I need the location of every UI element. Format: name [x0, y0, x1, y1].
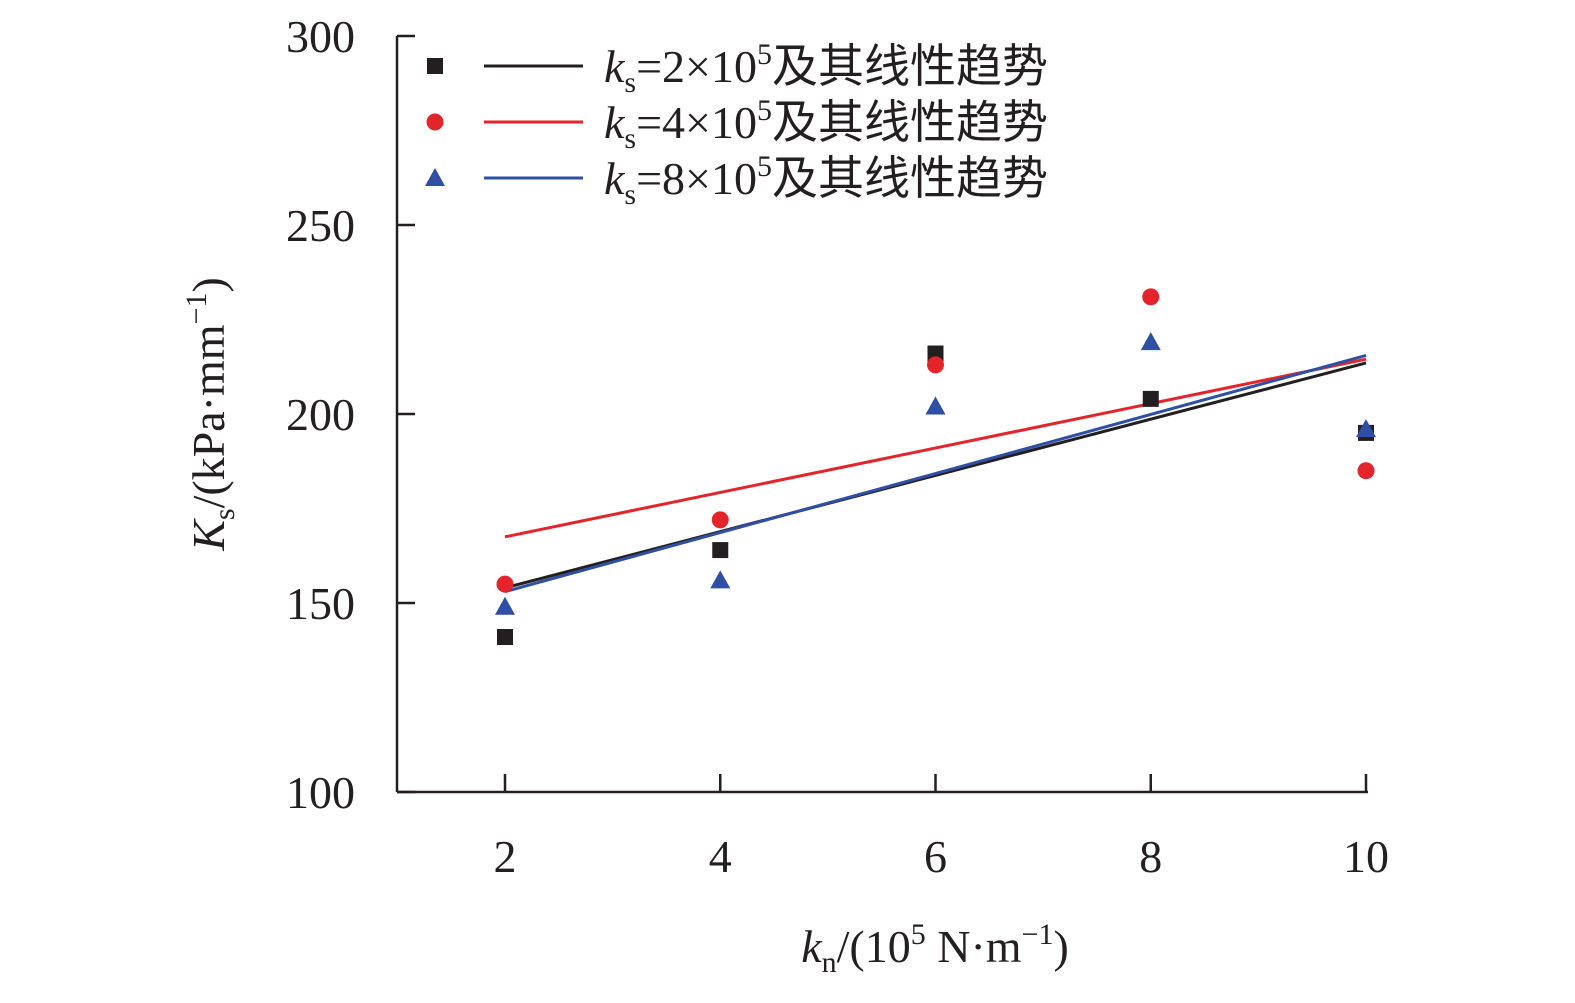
data-point-s3-2 — [710, 570, 731, 589]
y-tick-label: 150 — [286, 578, 355, 629]
y-tick-label: 200 — [286, 389, 355, 440]
x-tick-label: 10 — [1343, 831, 1389, 882]
trend-line-1 — [504, 361, 1367, 590]
data-point-s3-4 — [1140, 332, 1161, 351]
data-point-s3-1 — [495, 596, 515, 615]
y-tick-label: 100 — [286, 767, 355, 818]
legend: ks=2×105及其线性趋势ks=4×105及其线性趋势ks=8×105及其线性… — [425, 38, 1048, 211]
trend-line-2 — [504, 357, 1367, 539]
data-point-s2-3 — [927, 356, 944, 374]
y-axis-ticks: 100 150 200 250 300 — [286, 11, 415, 818]
x-axis-title: kn/(105 N·m−1) — [801, 918, 1069, 979]
legend-marker-1 — [427, 58, 443, 74]
trend-lines — [504, 353, 1367, 594]
legend-label-2: ks=4×105及其线性趋势 — [604, 94, 1048, 155]
data-point-s2-4 — [1142, 288, 1160, 306]
x-axis-ticks: 2 4 6 8 10 — [494, 774, 1389, 882]
data-point-s1-4 — [1142, 390, 1159, 407]
y-tick-label: 250 — [286, 200, 355, 251]
data-point-s2-2 — [711, 511, 729, 529]
trend-line-3 — [504, 353, 1367, 594]
y-axis-title: Ks/(kPa·mm−1) — [180, 277, 241, 552]
legend-label-3: ks=8×105及其线性趋势 — [604, 150, 1048, 211]
data-point-s2-1 — [496, 575, 514, 593]
data-point-s1-1 — [497, 629, 513, 646]
legend-label-1: ks=2×105及其线性趋势 — [604, 38, 1048, 99]
legend-marker-2 — [426, 113, 444, 131]
x-tick-label: 2 — [494, 831, 517, 882]
x-tick-label: 4 — [709, 831, 732, 882]
data-points — [495, 288, 1376, 646]
data-point-s1-2 — [712, 542, 729, 559]
data-point-s2-5 — [1357, 462, 1375, 480]
y-tick-label: 300 — [286, 11, 355, 62]
data-point-s3-5 — [1356, 419, 1376, 438]
x-tick-label: 6 — [924, 831, 947, 882]
x-tick-label: 8 — [1139, 831, 1162, 882]
data-point-s3-3 — [925, 396, 946, 415]
legend-marker-3 — [425, 168, 445, 186]
